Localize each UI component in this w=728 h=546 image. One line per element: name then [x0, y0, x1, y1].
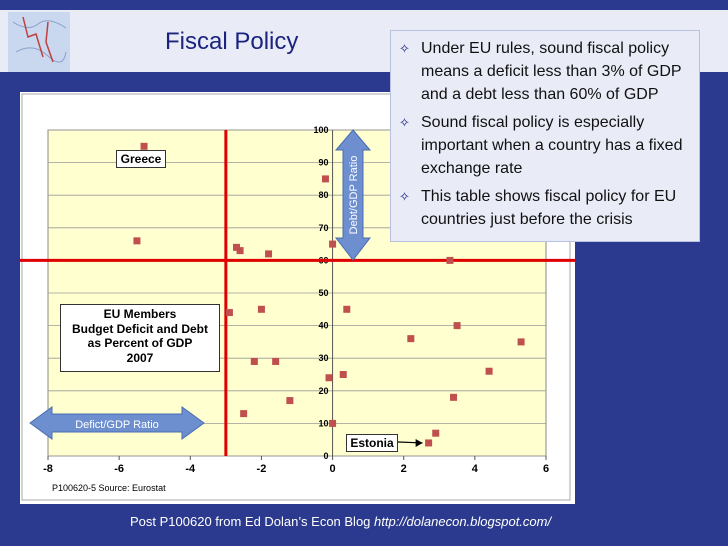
data-point — [485, 367, 493, 375]
data-point — [446, 256, 454, 264]
x-tick-label: 2 — [401, 463, 407, 475]
data-point — [450, 393, 458, 401]
data-point — [140, 142, 148, 150]
y-tick-label: 80 — [319, 190, 329, 200]
diamond-star-icon: ✧ — [399, 189, 410, 204]
x-tick-label: -4 — [185, 463, 196, 475]
data-point — [250, 357, 258, 365]
data-point — [272, 357, 280, 365]
x-tick-label: 4 — [472, 463, 479, 475]
bullet-line: Under EU rules, sound fiscal policy — [421, 40, 670, 57]
x-tick-label: -8 — [43, 463, 53, 475]
diamond-star-icon: ✧ — [399, 41, 410, 56]
data-point — [236, 247, 244, 255]
diamond-star-icon: ✧ — [399, 115, 410, 130]
deficit-ratio-arrow — [29, 406, 205, 440]
y-tick-label: 30 — [319, 353, 329, 363]
chart-title-line: Budget Deficit and Debt — [71, 321, 208, 336]
data-point — [133, 237, 141, 245]
estonia-pointer-head — [415, 438, 423, 447]
bullet-line: important when a country has a fixed — [421, 137, 683, 154]
data-point — [325, 374, 333, 382]
bullet-line: countries just before the crisis — [421, 211, 633, 228]
bullet-line: and a debt less than 60% of GDP — [421, 86, 659, 103]
y-tick-label: 20 — [319, 386, 329, 396]
chart-title: EU Members Budget Deficit and Debt as Pe… — [60, 304, 220, 372]
logo-map-icon — [8, 12, 70, 72]
data-point — [286, 397, 294, 405]
bullet-box: ✧ Under EU rules, sound fiscal policy me… — [390, 30, 700, 242]
data-point — [321, 175, 329, 183]
data-point — [329, 419, 337, 427]
y-tick-label: 100 — [314, 125, 329, 135]
bullet-line: means a deficit less than 3% of GDP — [421, 63, 682, 80]
footer-link[interactable]: http://dolanecon.blogspot.com/ — [374, 514, 552, 529]
bullet-line: exchange rate — [421, 160, 523, 177]
data-point — [432, 429, 440, 437]
footer-text: Post P100620 from Ed Dolan’s Econ Blog — [130, 514, 375, 529]
x-tick-label: 6 — [543, 463, 549, 475]
x-tick-label: -2 — [257, 463, 267, 475]
y-tick-label: 10 — [319, 418, 329, 428]
chart-title-line: 2007 — [126, 350, 154, 365]
x-tick-label: 0 — [330, 463, 336, 475]
data-point — [240, 410, 248, 418]
bullet-line: Sound fiscal policy is especially — [421, 114, 645, 131]
bullet-item: ✧ Under EU rules, sound fiscal policy me… — [399, 37, 691, 106]
annotation-estonia: Estonia — [346, 434, 398, 452]
y-tick-label: 50 — [319, 288, 329, 298]
bullet-line: This table shows fiscal policy for EU — [421, 188, 677, 205]
debt-ratio-arrow — [334, 129, 372, 261]
bullet-item: ✧ Sound fiscal policy is especially impo… — [399, 111, 691, 180]
page-title: Fiscal Policy — [165, 28, 299, 55]
data-point — [407, 335, 415, 343]
y-arrow-label: Debt/GDP Ratio — [348, 156, 360, 235]
x-arrow-label: Defict/GDP Ratio — [75, 419, 159, 431]
data-point — [265, 250, 273, 258]
data-point — [225, 309, 233, 317]
chart-title-line: as Percent of GDP — [87, 336, 193, 350]
y-tick-label: 90 — [319, 158, 329, 168]
bullet-item: ✧ This table shows fiscal policy for EU … — [399, 185, 691, 231]
x-tick-label: -6 — [114, 463, 124, 475]
y-tick-label: 0 — [324, 451, 329, 461]
data-point — [257, 305, 265, 313]
data-point — [343, 305, 351, 313]
y-tick-label: 40 — [319, 321, 329, 331]
data-point — [339, 371, 347, 378]
data-point — [329, 240, 337, 248]
annotation-greece: Greece — [116, 150, 166, 168]
data-point — [425, 439, 433, 447]
data-point — [517, 338, 525, 346]
source-note: P100620-5 Source: Eurostat — [52, 483, 166, 493]
y-tick-label: 70 — [319, 223, 329, 233]
data-point — [233, 243, 241, 251]
data-point — [453, 322, 461, 330]
footer: Post P100620 from Ed Dolan’s Econ Blog h… — [130, 514, 551, 529]
chart-title-line: EU Members — [103, 307, 177, 321]
